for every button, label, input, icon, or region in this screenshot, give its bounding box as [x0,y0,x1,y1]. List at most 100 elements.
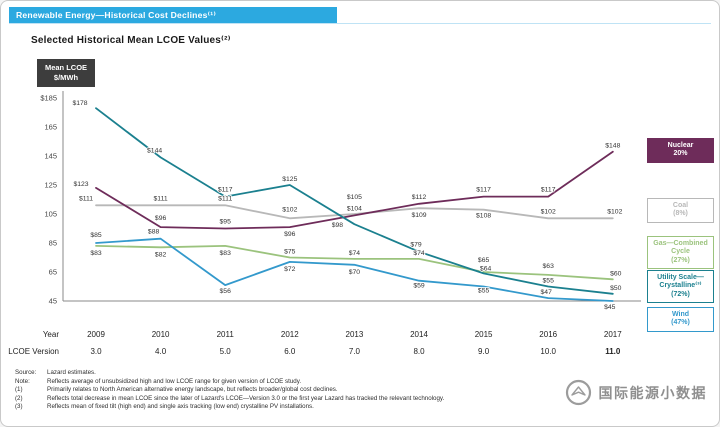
footnote-text: Reflects average of unsubsidized high an… [47,377,302,385]
year-tick: 2009 [87,330,105,339]
footnote-row: Source: Lazard estimates. [15,369,535,377]
footnote-label: (2) [15,394,23,402]
point-label: $75 [284,249,296,256]
point-label: $96 [155,215,167,222]
point-label: $104 [347,205,362,212]
legend-nuclear: Nuclear 20% [647,138,714,163]
point-label: $47 [541,289,553,296]
watermark-logo-icon [565,379,591,406]
title-bar: Renewable Energy—Historical Cost Decline… [9,7,337,23]
point-label: $60 [610,270,622,277]
version-tick: 3.0 [90,347,102,356]
point-label: $117 [218,187,233,194]
y-axis-unit-line1: Mean LCOE [44,63,88,72]
version-tick: 10.0 [540,347,556,356]
year-tick: 2010 [152,330,170,339]
footnote-row: (2) Reflects total decrease in mean LCOE … [15,395,535,403]
y-tick-label: $185 [40,94,57,103]
point-label: $88 [148,229,160,236]
footnote-text: Reflects mean of fixed tilt (high end) a… [47,403,314,411]
point-label: $59 [413,283,425,290]
version-tick: 8.0 [413,347,425,356]
version-tick: 11.0 [605,347,621,356]
year-tick: 2013 [346,330,364,339]
footnote-label: Note: [15,377,30,385]
y-axis-unit-box: Mean LCOE $/MWh [37,59,95,88]
year-tick: 2016 [539,330,557,339]
y-tick-label: 105 [44,210,57,219]
point-label: $45 [604,304,616,311]
footnotes: Source: Lazard estimates. Note: Reflects av… [15,369,535,412]
point-label: $112 [412,194,427,201]
point-label: $56 [220,288,232,295]
series-line-coal [95,204,614,220]
y-tick-label: 145 [44,152,57,161]
year-tick: 2014 [410,330,428,339]
point-label: $95 [220,219,232,226]
point-label: $102 [541,208,556,215]
point-label: $55 [478,288,490,295]
version-row-label: LCOE Version [8,347,59,356]
lcoe-line-chart: $185 165 145 125 105 85 65 45 $123 $96 $95 $96 $104 $… [8,91,641,356]
point-label: $63 [543,263,555,270]
point-label: $102 [282,206,297,213]
y-tick-label: 45 [49,297,57,306]
y-axis-unit-line2: $/MWh [53,73,79,83]
version-tick: 4.0 [155,347,167,356]
watermark: 国际能源小数据 [565,379,708,406]
watermark-text: 国际能源小数据 [598,384,707,401]
series-line-wind [95,237,614,302]
point-label: $79 [410,242,422,249]
point-label: $82 [155,251,167,258]
point-label: $74 [413,250,425,257]
point-label: $64 [480,265,492,272]
point-label: $83 [220,250,232,257]
y-tick-label: 85 [49,239,57,248]
point-label: $102 [607,208,622,215]
point-label: $105 [347,194,362,201]
y-tick-label: 165 [44,123,57,132]
year-tick: 2015 [475,330,493,339]
footnote-text: Lazard estimates. [47,369,96,376]
point-label: $111 [218,195,232,202]
point-label: $50 [610,285,622,292]
y-tick-label: 125 [44,181,57,190]
series-line-gas-combined-cycle [95,244,614,281]
year-tick: 2012 [281,330,299,339]
point-label: $98 [332,222,344,229]
footnote-row: (1) Primarily relates to North American a… [15,386,535,394]
series-line-nuclear [95,150,614,230]
footnote-label: Source: [15,369,37,376]
point-label: $70 [349,269,361,276]
year-row-label: Year [43,330,60,339]
point-label: $65 [478,257,490,264]
point-label: $55 [543,278,555,285]
point-label: $148 [605,143,620,150]
version-tick: 5.0 [220,347,232,356]
point-label: $109 [411,212,426,219]
footnote-row: Note: Reflects average of unsubsidized hi… [15,378,535,386]
y-tick-label: 65 [49,268,57,277]
point-label: $108 [476,213,491,220]
point-label: $111 [154,195,168,202]
point-label: $74 [349,250,361,257]
point-label: $178 [72,100,87,107]
point-label: $144 [147,147,162,154]
point-label: $72 [284,266,296,273]
point-label: $96 [284,231,296,238]
series-line-utility-scale-crystalline [95,107,614,295]
version-tick: 6.0 [284,347,296,356]
point-label: $123 [73,181,88,188]
point-label: $85 [90,232,102,239]
point-label: $117 [541,187,556,194]
footnote-text: Primarily relates to North American alte… [47,386,338,394]
legend-utility-scale-crystalline: Utility Scale— Crystalline⁽³⁾ (72%) [647,270,714,303]
point-label: $83 [90,250,102,257]
point-label: $111 [79,195,93,202]
version-tick: 9.0 [478,347,490,356]
legend-gas-combined-cycle: Gas—Combined Cycle (27%) [647,236,714,269]
footnote-text: Reflects total decrease in mean LCOE sin… [47,394,445,402]
legend-coal: Coal (8%) [647,198,714,223]
year-tick: 2011 [217,330,235,339]
